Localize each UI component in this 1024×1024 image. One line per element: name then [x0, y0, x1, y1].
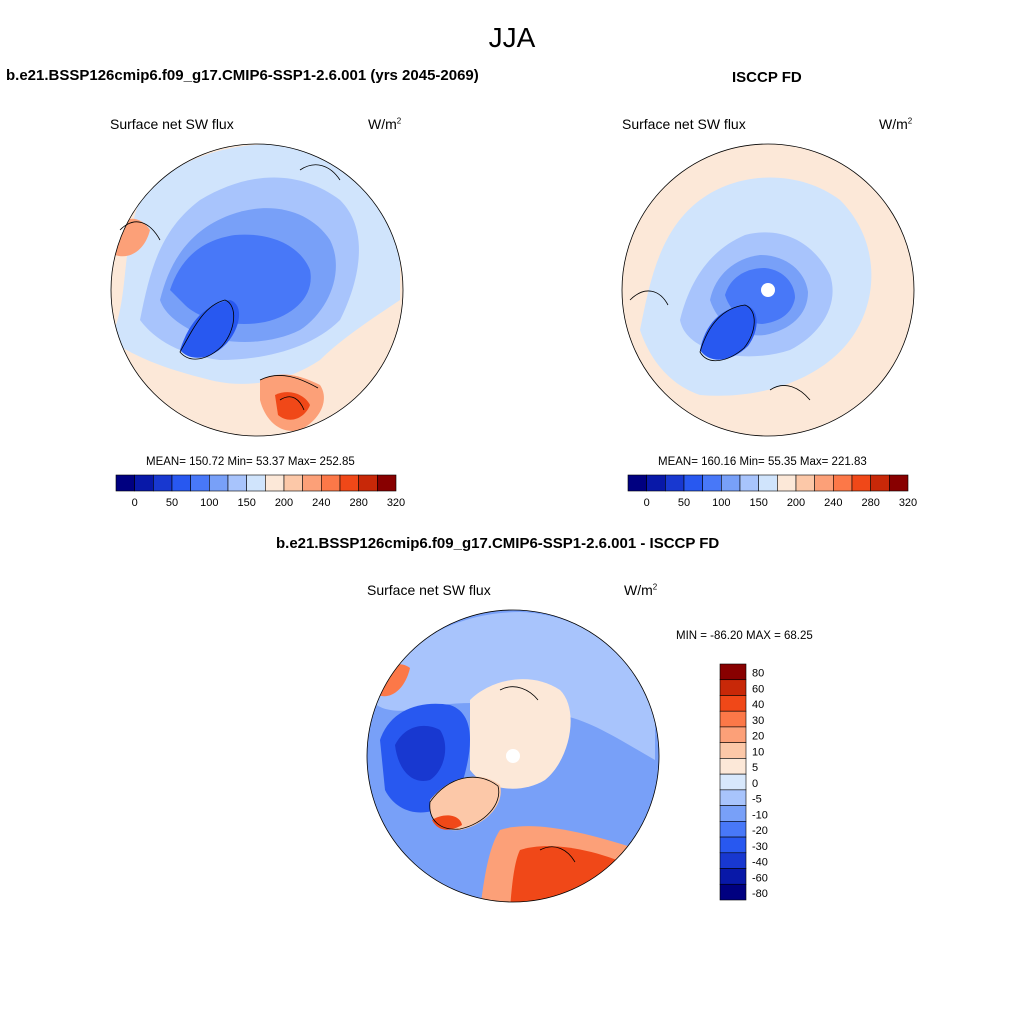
colorbar-swatch	[889, 474, 909, 492]
colorbar-tick-label: -40	[752, 857, 768, 869]
colorbar-tick-label: -5	[752, 794, 762, 806]
colorbar-swatch	[777, 474, 797, 492]
colorbar-swatch	[719, 726, 747, 743]
colorbar-swatch	[719, 852, 747, 869]
colorbar-swatch	[851, 474, 871, 492]
colorbar-swatch	[227, 474, 247, 492]
colorbar-tick-label: 280	[861, 497, 879, 509]
colorbar-swatch	[134, 474, 154, 492]
colorbar-tick-label: 150	[237, 497, 255, 509]
colorbar-swatch	[115, 474, 135, 492]
colorbar-tick-label: 10	[752, 746, 764, 758]
colorbar-swatch	[153, 474, 173, 492]
colorbar-swatch	[246, 474, 266, 492]
colorbar-swatch	[265, 474, 285, 492]
colorbar-tick-label: 100	[712, 497, 730, 509]
colorbar-swatch	[719, 742, 747, 759]
diff-polar-map	[366, 609, 660, 903]
diff-variable-label: Surface net SW flux	[367, 582, 491, 598]
obs-stats: MEAN= 160.16 Min= 55.35 Max= 221.83	[658, 456, 867, 468]
obs-units-label: W/m2	[879, 116, 913, 132]
colorbar-swatch	[719, 710, 747, 728]
colorbar-swatch	[377, 474, 397, 492]
colorbar-tick-label: -80	[752, 888, 768, 900]
colorbar-swatch	[719, 836, 747, 854]
colorbar-swatch	[719, 773, 747, 791]
colorbar-swatch	[719, 695, 747, 712]
colorbar-swatch	[719, 883, 747, 901]
colorbar-swatch	[719, 821, 747, 838]
colorbar-tick-label: -60	[752, 872, 768, 884]
colorbar-tick-label: -30	[752, 841, 768, 853]
colorbar-swatch	[358, 474, 378, 492]
colorbar-swatch	[814, 474, 834, 492]
colorbar-tick-label: -10	[752, 809, 768, 821]
colorbar-tick-label: 200	[787, 497, 805, 509]
colorbar-swatch	[339, 474, 359, 492]
colorbar-tick-label: 40	[752, 699, 764, 711]
colorbar-swatch	[627, 474, 647, 492]
diff-case-title: b.e21.BSSP126cmip6.f09_g17.CMIP6-SSP1-2.…	[276, 535, 720, 552]
model-polar-map	[110, 143, 404, 437]
colorbar-swatch	[283, 474, 303, 492]
colorbar-tick-label: 320	[899, 497, 917, 509]
colorbar-tick-label: 30	[752, 715, 764, 727]
diff-units-label: W/m2	[624, 582, 658, 598]
colorbar-swatch	[739, 474, 759, 492]
colorbar-tick-label: 0	[644, 497, 650, 509]
colorbar-tick-label: 320	[387, 497, 405, 509]
colorbar-swatch	[665, 474, 685, 492]
obs-variable-label: Surface net SW flux	[622, 116, 746, 132]
colorbar-tick-label: -20	[752, 825, 768, 837]
colorbar-swatch	[795, 474, 815, 492]
colorbar-swatch	[719, 805, 747, 822]
colorbar-tick-label: 60	[752, 683, 764, 695]
colorbar-tick-label: 200	[275, 497, 293, 509]
figure-title: JJA	[488, 22, 536, 53]
colorbars: 0 50 100 150 200 240 280 320 0 50 100 150 200 240 280 3…	[115, 474, 917, 901]
colorbar-tick-label: 20	[752, 731, 764, 743]
diff-stats: MIN = -86.20 MAX = 68.25	[676, 630, 813, 642]
colorbar-swatch	[171, 474, 191, 492]
colorbar-tick-label: 50	[166, 497, 178, 509]
colorbar-swatch	[719, 679, 747, 696]
obs-polar-map	[621, 143, 915, 437]
colorbar-swatch	[683, 474, 703, 492]
obs-case-title: ISCCP FD	[732, 69, 802, 86]
colorbar-tick-label: 100	[200, 497, 218, 509]
colorbar-swatch	[719, 758, 747, 775]
colorbar-tick-label: 150	[749, 497, 767, 509]
colorbar-swatch	[719, 663, 747, 681]
colorbar-swatch	[646, 474, 666, 492]
colorbar-swatch	[870, 474, 890, 492]
colorbar-tick-label: 5	[752, 762, 758, 774]
colorbar-swatch	[833, 474, 853, 492]
colorbar-tick-label: 0	[132, 497, 138, 509]
colorbar-tick-label: 0	[752, 778, 758, 790]
colorbar-swatch	[209, 474, 229, 492]
colorbar-swatch	[719, 868, 747, 885]
colorbar-tick-label: 80	[752, 668, 764, 680]
model-case-title: b.e21.BSSP126cmip6.f09_g17.CMIP6-SSP1-2.…	[6, 67, 479, 84]
colorbar-swatch	[302, 474, 322, 492]
model-units-label: W/m2	[368, 116, 402, 132]
colorbar-tick-label: 50	[678, 497, 690, 509]
model-variable-label: Surface net SW flux	[110, 116, 234, 132]
model-stats: MEAN= 150.72 Min= 53.37 Max= 252.85	[146, 456, 355, 468]
colorbar-tick-label: 240	[824, 497, 842, 509]
colorbar-tick-label: 280	[349, 497, 367, 509]
colorbar-swatch	[719, 789, 747, 806]
colorbar-swatch	[721, 474, 741, 492]
colorbar-swatch	[190, 474, 210, 492]
colorbar-tick-label: 240	[312, 497, 330, 509]
colorbar-swatch	[758, 474, 778, 492]
colorbar-swatch	[321, 474, 341, 492]
colorbar-swatch	[702, 474, 722, 492]
